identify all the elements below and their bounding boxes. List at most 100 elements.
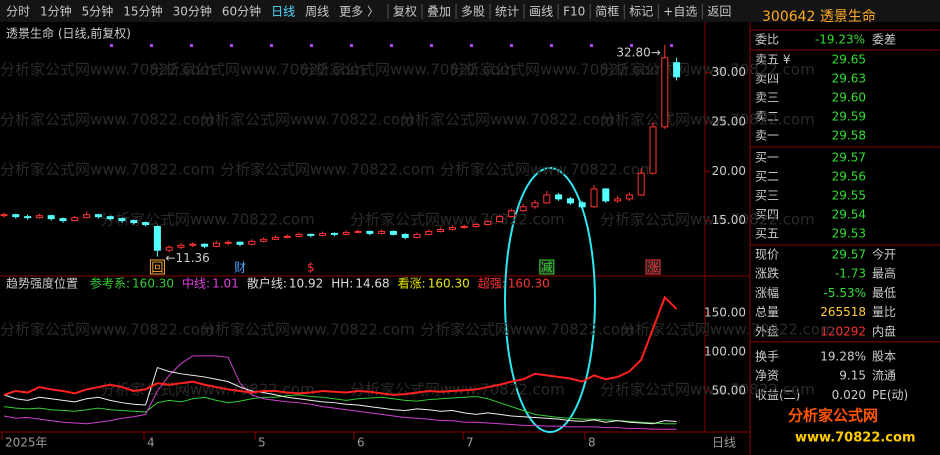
high-label: 32.80→ bbox=[616, 45, 660, 59]
stat-label: 净资 bbox=[755, 369, 779, 383]
bid-label: 买二 bbox=[755, 170, 779, 184]
toolbar-button[interactable]: F10 bbox=[563, 5, 585, 19]
candle-body bbox=[307, 233, 315, 236]
logo-name: 分析家公式网 bbox=[788, 407, 878, 425]
legend-name: 参考系: bbox=[90, 276, 130, 291]
candle-body bbox=[649, 126, 657, 174]
candle-body bbox=[260, 238, 268, 242]
candle-body bbox=[389, 230, 397, 235]
toolbar-tab[interactable]: 30分钟 bbox=[173, 4, 212, 19]
candle-body bbox=[153, 226, 161, 251]
toolbar-button[interactable]: 标记 bbox=[629, 5, 653, 19]
legend-value: 160.30 bbox=[132, 277, 174, 291]
candle-body bbox=[201, 243, 209, 247]
indicator-title: 趋势强度位置 bbox=[6, 276, 78, 291]
toolbar-button[interactable]: 统计 bbox=[495, 5, 519, 19]
stat-label: 流通 bbox=[872, 369, 896, 383]
highlight-ellipse bbox=[504, 167, 596, 433]
signal-dot bbox=[310, 44, 313, 47]
candle-body bbox=[94, 214, 102, 218]
candle-body bbox=[118, 218, 126, 222]
y-tick-label: 150.00 bbox=[704, 305, 746, 319]
quote-label: 委比 bbox=[755, 33, 779, 47]
legend-value: 160.30 bbox=[508, 277, 550, 291]
candle-body bbox=[484, 221, 492, 226]
quote-value: -19.23% bbox=[815, 33, 865, 47]
x-tick-label: 7 bbox=[466, 436, 474, 450]
low-label: ←11.36 bbox=[165, 251, 209, 265]
toolbar-tab[interactable]: 15分钟 bbox=[123, 4, 162, 19]
toolbar-tab[interactable]: 分时 bbox=[6, 5, 30, 19]
candle-body bbox=[378, 230, 386, 234]
toolbar-button[interactable]: 复权 bbox=[393, 5, 417, 19]
indicator-line bbox=[3, 355, 677, 430]
ask-label: 卖三 bbox=[755, 91, 779, 105]
candle-body bbox=[271, 236, 279, 240]
toolbar-button[interactable]: 叠加 bbox=[427, 5, 451, 19]
candle-body bbox=[248, 240, 256, 245]
candle-body bbox=[472, 224, 480, 228]
watermark: 分析家公式网www.70822.com bbox=[220, 161, 435, 179]
toolbar-button[interactable]: +自选 bbox=[663, 5, 697, 19]
candle-body bbox=[507, 210, 515, 218]
signal-label: 回 bbox=[151, 261, 163, 275]
candle-body bbox=[555, 194, 563, 200]
toolbar-button[interactable]: 画线 bbox=[529, 5, 553, 19]
candle-body bbox=[71, 217, 79, 222]
candle-body bbox=[625, 194, 633, 200]
legend-value: 10.92 bbox=[289, 277, 323, 291]
toolbar-tab[interactable]: 周线 bbox=[305, 5, 329, 19]
toolbar-tab[interactable]: 5分钟 bbox=[82, 4, 114, 19]
watermark: 分析家公式网www.70822.com bbox=[350, 381, 565, 399]
toolbar-button[interactable]: 多股 bbox=[461, 5, 485, 19]
toolbar-button[interactable]: 简框 bbox=[595, 5, 619, 19]
candle-body bbox=[24, 216, 32, 219]
signal-dot bbox=[510, 44, 513, 47]
watermark: 分析家公式网www.70822.com bbox=[420, 321, 635, 339]
candle-body bbox=[106, 216, 114, 220]
ask-price: 29.58 bbox=[832, 129, 866, 143]
signal-label: 财 bbox=[234, 261, 246, 275]
stat-value: 120292 bbox=[820, 324, 866, 338]
stat-value: 265518 bbox=[820, 305, 866, 319]
watermark: 分析家公式网www.70822.com bbox=[440, 161, 655, 179]
stat-value: -1.73 bbox=[835, 267, 866, 281]
watermark: 分析家公式网www.70822.com bbox=[0, 61, 215, 79]
stat-label: 收益(二) bbox=[755, 388, 800, 402]
signal-dot bbox=[670, 44, 673, 47]
candle-body bbox=[366, 230, 374, 234]
candle-body bbox=[342, 231, 350, 235]
indicator-line bbox=[3, 366, 677, 425]
signal-box bbox=[645, 259, 661, 275]
watermark: 分析家公式网www.70822.com bbox=[450, 61, 665, 79]
watermark: 分析家公式网www.70822.com bbox=[600, 381, 815, 399]
bid-label: 买五 bbox=[755, 227, 779, 241]
toolbar-button[interactable]: 返回 bbox=[707, 5, 731, 19]
candle-body bbox=[354, 230, 362, 233]
candle-body bbox=[236, 241, 244, 245]
stat-label: 量比 bbox=[872, 305, 896, 319]
candle-body bbox=[673, 62, 681, 78]
toolbar-tab[interactable]: 1分钟 bbox=[40, 4, 72, 19]
signal-label: 涨 bbox=[647, 260, 659, 275]
candle-body bbox=[83, 214, 91, 219]
candle-body bbox=[519, 206, 527, 212]
toolbar-tab[interactable]: 更多 〉 bbox=[339, 5, 379, 19]
x-tick-label: 8 bbox=[588, 436, 596, 450]
signal-dot bbox=[470, 44, 473, 47]
chart-title: 透景生命 (日线,前复权) bbox=[6, 26, 131, 41]
watermark: 分析家公式网www.70822.com bbox=[300, 61, 515, 79]
toolbar-tab[interactable]: 日线 bbox=[271, 5, 295, 19]
x-tick-label: 2025年 bbox=[5, 436, 48, 450]
stat-value: -5.53% bbox=[824, 286, 866, 300]
bid-label: 买一 bbox=[755, 151, 779, 165]
candle-body bbox=[413, 233, 421, 238]
legend-value: 14.68 bbox=[355, 277, 389, 291]
stat-label: 最高 bbox=[872, 266, 896, 281]
candle-body bbox=[130, 220, 138, 224]
y-tick-label: 100.00 bbox=[704, 344, 746, 358]
candle-body bbox=[283, 235, 291, 238]
toolbar-tab[interactable]: 60分钟 bbox=[222, 4, 261, 19]
signal-dot bbox=[390, 44, 393, 47]
